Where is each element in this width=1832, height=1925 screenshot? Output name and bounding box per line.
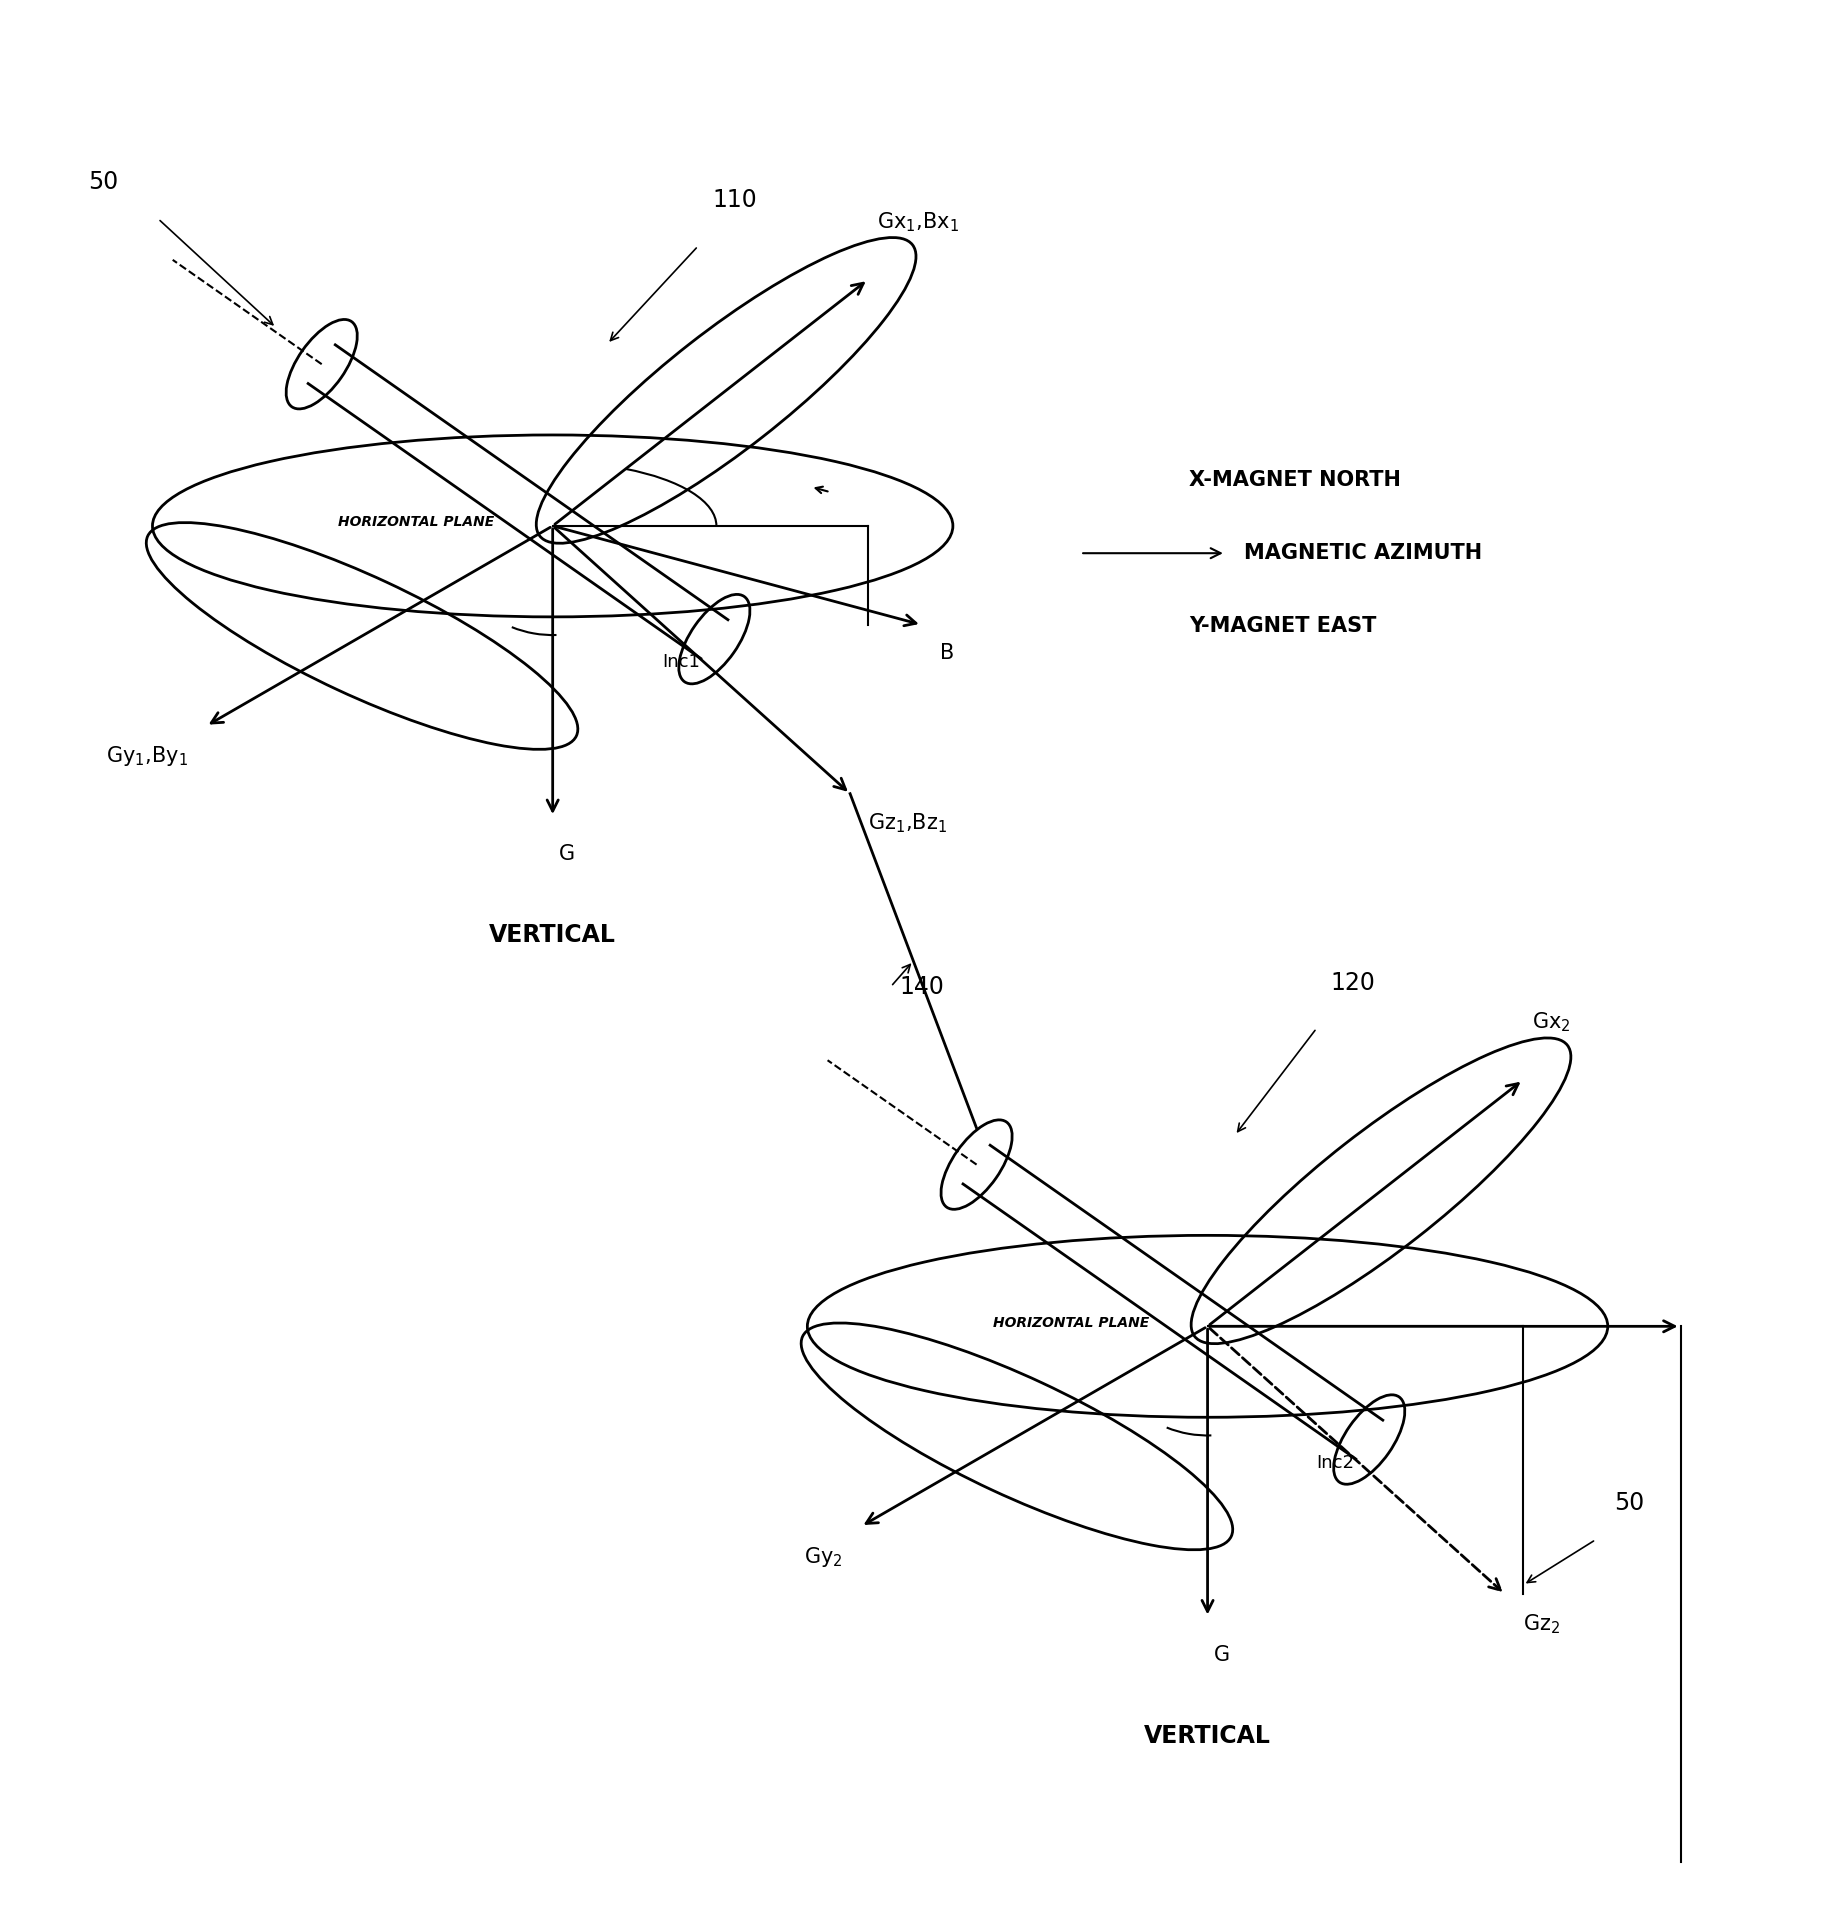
Text: 50: 50 <box>88 169 119 194</box>
Text: HORIZONTAL PLANE: HORIZONTAL PLANE <box>337 516 495 529</box>
Text: MAGNETIC AZIMUTH: MAGNETIC AZIMUTH <box>1244 543 1482 564</box>
Text: Inc2: Inc2 <box>1315 1453 1354 1473</box>
Text: 120: 120 <box>1330 970 1374 995</box>
Text: Gz$_2$: Gz$_2$ <box>1522 1613 1559 1636</box>
Text: 110: 110 <box>713 189 757 212</box>
Text: Gx$_1$,Bx$_1$: Gx$_1$,Bx$_1$ <box>878 210 958 235</box>
Text: Y-MAGNET EAST: Y-MAGNET EAST <box>1189 616 1376 635</box>
Text: Gy$_1$,By$_1$: Gy$_1$,By$_1$ <box>106 745 189 768</box>
Text: VERTICAL: VERTICAL <box>489 924 616 947</box>
Text: G: G <box>1213 1644 1229 1665</box>
Text: G: G <box>559 845 575 864</box>
Text: HORIZONTAL PLANE: HORIZONTAL PLANE <box>993 1315 1149 1330</box>
Text: Gy$_2$: Gy$_2$ <box>804 1544 843 1569</box>
Text: Gz$_1$,Bz$_1$: Gz$_1$,Bz$_1$ <box>868 812 947 835</box>
Text: B: B <box>940 643 954 662</box>
Text: 50: 50 <box>1614 1492 1643 1515</box>
Text: X-MAGNET NORTH: X-MAGNET NORTH <box>1189 470 1400 491</box>
Text: Gx$_2$: Gx$_2$ <box>1532 1011 1570 1034</box>
Text: Inc1: Inc1 <box>661 653 700 672</box>
Text: VERTICAL: VERTICAL <box>1143 1723 1270 1748</box>
Text: 140: 140 <box>900 974 943 999</box>
